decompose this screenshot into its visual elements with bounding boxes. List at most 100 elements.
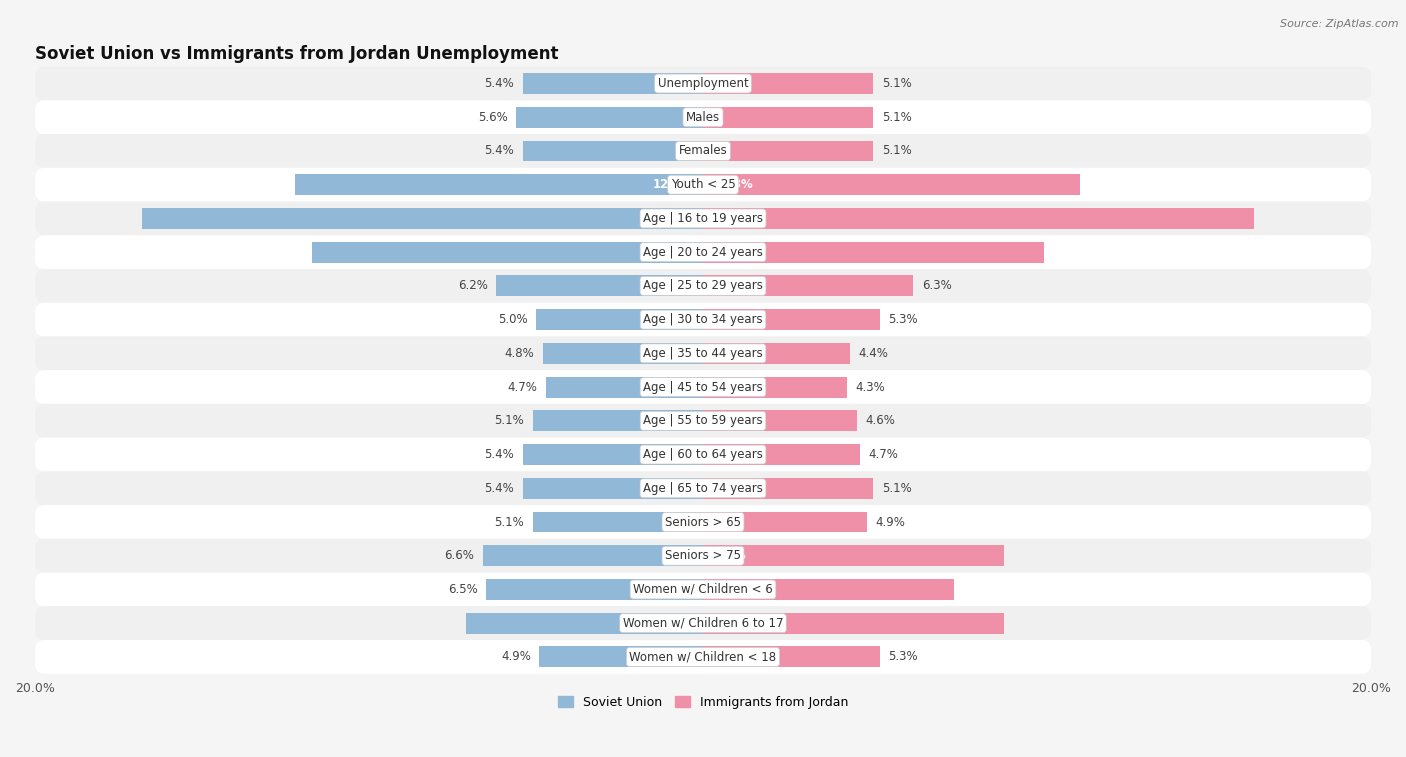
FancyBboxPatch shape xyxy=(35,67,1371,101)
Text: 9.0%: 9.0% xyxy=(713,617,745,630)
Bar xyxy=(703,646,880,668)
Text: Age | 20 to 24 years: Age | 20 to 24 years xyxy=(643,246,763,259)
FancyBboxPatch shape xyxy=(35,539,1371,572)
Text: 16.5%: 16.5% xyxy=(713,212,754,225)
FancyBboxPatch shape xyxy=(35,472,1371,505)
FancyBboxPatch shape xyxy=(35,640,1371,674)
Bar xyxy=(703,73,873,94)
Bar xyxy=(523,73,703,94)
Bar xyxy=(533,410,703,431)
Text: 5.1%: 5.1% xyxy=(882,481,911,495)
FancyBboxPatch shape xyxy=(35,572,1371,606)
Text: 5.1%: 5.1% xyxy=(882,145,911,157)
Text: Soviet Union vs Immigrants from Jordan Unemployment: Soviet Union vs Immigrants from Jordan U… xyxy=(35,45,558,64)
Bar xyxy=(703,377,846,397)
Text: Males: Males xyxy=(686,111,720,123)
Bar xyxy=(540,646,703,668)
Bar xyxy=(496,276,703,296)
Bar xyxy=(486,579,703,600)
Bar xyxy=(703,512,866,532)
Text: Age | 35 to 44 years: Age | 35 to 44 years xyxy=(643,347,763,360)
Bar xyxy=(142,208,703,229)
Text: Age | 60 to 64 years: Age | 60 to 64 years xyxy=(643,448,763,461)
Bar xyxy=(703,579,953,600)
Text: 7.5%: 7.5% xyxy=(713,583,745,596)
Bar xyxy=(703,444,860,465)
Bar xyxy=(703,478,873,499)
FancyBboxPatch shape xyxy=(35,505,1371,539)
Text: Females: Females xyxy=(679,145,727,157)
Bar xyxy=(482,545,703,566)
Legend: Soviet Union, Immigrants from Jordan: Soviet Union, Immigrants from Jordan xyxy=(553,691,853,714)
Bar xyxy=(546,377,703,397)
Bar xyxy=(703,174,1080,195)
Text: 5.4%: 5.4% xyxy=(485,448,515,461)
Text: Women w/ Children 6 to 17: Women w/ Children 6 to 17 xyxy=(623,617,783,630)
FancyBboxPatch shape xyxy=(35,404,1371,438)
FancyBboxPatch shape xyxy=(35,606,1371,640)
Text: 12.2%: 12.2% xyxy=(652,178,693,192)
Text: 4.3%: 4.3% xyxy=(855,381,884,394)
Bar xyxy=(295,174,703,195)
Text: Age | 25 to 29 years: Age | 25 to 29 years xyxy=(643,279,763,292)
Bar xyxy=(533,512,703,532)
Text: 5.3%: 5.3% xyxy=(889,650,918,663)
Text: 6.2%: 6.2% xyxy=(458,279,488,292)
Text: 10.2%: 10.2% xyxy=(713,246,754,259)
Text: 5.1%: 5.1% xyxy=(882,77,911,90)
Text: 5.4%: 5.4% xyxy=(485,481,515,495)
FancyBboxPatch shape xyxy=(35,134,1371,168)
Bar xyxy=(465,612,703,634)
Bar xyxy=(703,343,851,364)
FancyBboxPatch shape xyxy=(35,438,1371,472)
Text: 6.5%: 6.5% xyxy=(447,583,478,596)
Bar xyxy=(703,612,1004,634)
Text: 4.9%: 4.9% xyxy=(875,516,905,528)
Bar xyxy=(703,107,873,128)
Bar xyxy=(543,343,703,364)
Text: 5.1%: 5.1% xyxy=(495,516,524,528)
Bar xyxy=(703,276,914,296)
Bar xyxy=(523,444,703,465)
Text: Unemployment: Unemployment xyxy=(658,77,748,90)
Text: 4.9%: 4.9% xyxy=(501,650,531,663)
Text: 4.7%: 4.7% xyxy=(508,381,537,394)
Text: Women w/ Children < 18: Women w/ Children < 18 xyxy=(630,650,776,663)
Text: 7.1%: 7.1% xyxy=(661,617,693,630)
Text: Source: ZipAtlas.com: Source: ZipAtlas.com xyxy=(1281,19,1399,29)
Text: 16.8%: 16.8% xyxy=(652,212,693,225)
Text: Age | 16 to 19 years: Age | 16 to 19 years xyxy=(643,212,763,225)
Bar xyxy=(703,208,1254,229)
Text: 5.1%: 5.1% xyxy=(882,111,911,123)
Bar xyxy=(523,478,703,499)
Text: 4.7%: 4.7% xyxy=(869,448,898,461)
Bar xyxy=(703,241,1043,263)
Bar xyxy=(703,410,856,431)
Bar xyxy=(703,309,880,330)
Text: 6.6%: 6.6% xyxy=(444,550,474,562)
Bar xyxy=(312,241,703,263)
Text: Age | 55 to 59 years: Age | 55 to 59 years xyxy=(643,414,763,427)
FancyBboxPatch shape xyxy=(35,269,1371,303)
Text: Age | 65 to 74 years: Age | 65 to 74 years xyxy=(643,481,763,495)
Bar xyxy=(516,107,703,128)
Text: Age | 45 to 54 years: Age | 45 to 54 years xyxy=(643,381,763,394)
FancyBboxPatch shape xyxy=(35,101,1371,134)
Text: 5.1%: 5.1% xyxy=(495,414,524,427)
FancyBboxPatch shape xyxy=(35,337,1371,370)
Text: 5.3%: 5.3% xyxy=(889,313,918,326)
Bar xyxy=(703,545,1004,566)
Text: 5.4%: 5.4% xyxy=(485,145,515,157)
FancyBboxPatch shape xyxy=(35,168,1371,201)
FancyBboxPatch shape xyxy=(35,235,1371,269)
Text: 4.6%: 4.6% xyxy=(865,414,894,427)
FancyBboxPatch shape xyxy=(35,370,1371,404)
Text: 4.8%: 4.8% xyxy=(505,347,534,360)
Text: 11.3%: 11.3% xyxy=(713,178,754,192)
Text: 6.3%: 6.3% xyxy=(922,279,952,292)
Text: 5.6%: 5.6% xyxy=(478,111,508,123)
Text: Seniors > 65: Seniors > 65 xyxy=(665,516,741,528)
Text: 5.0%: 5.0% xyxy=(498,313,527,326)
Text: 5.4%: 5.4% xyxy=(485,77,515,90)
Bar xyxy=(536,309,703,330)
